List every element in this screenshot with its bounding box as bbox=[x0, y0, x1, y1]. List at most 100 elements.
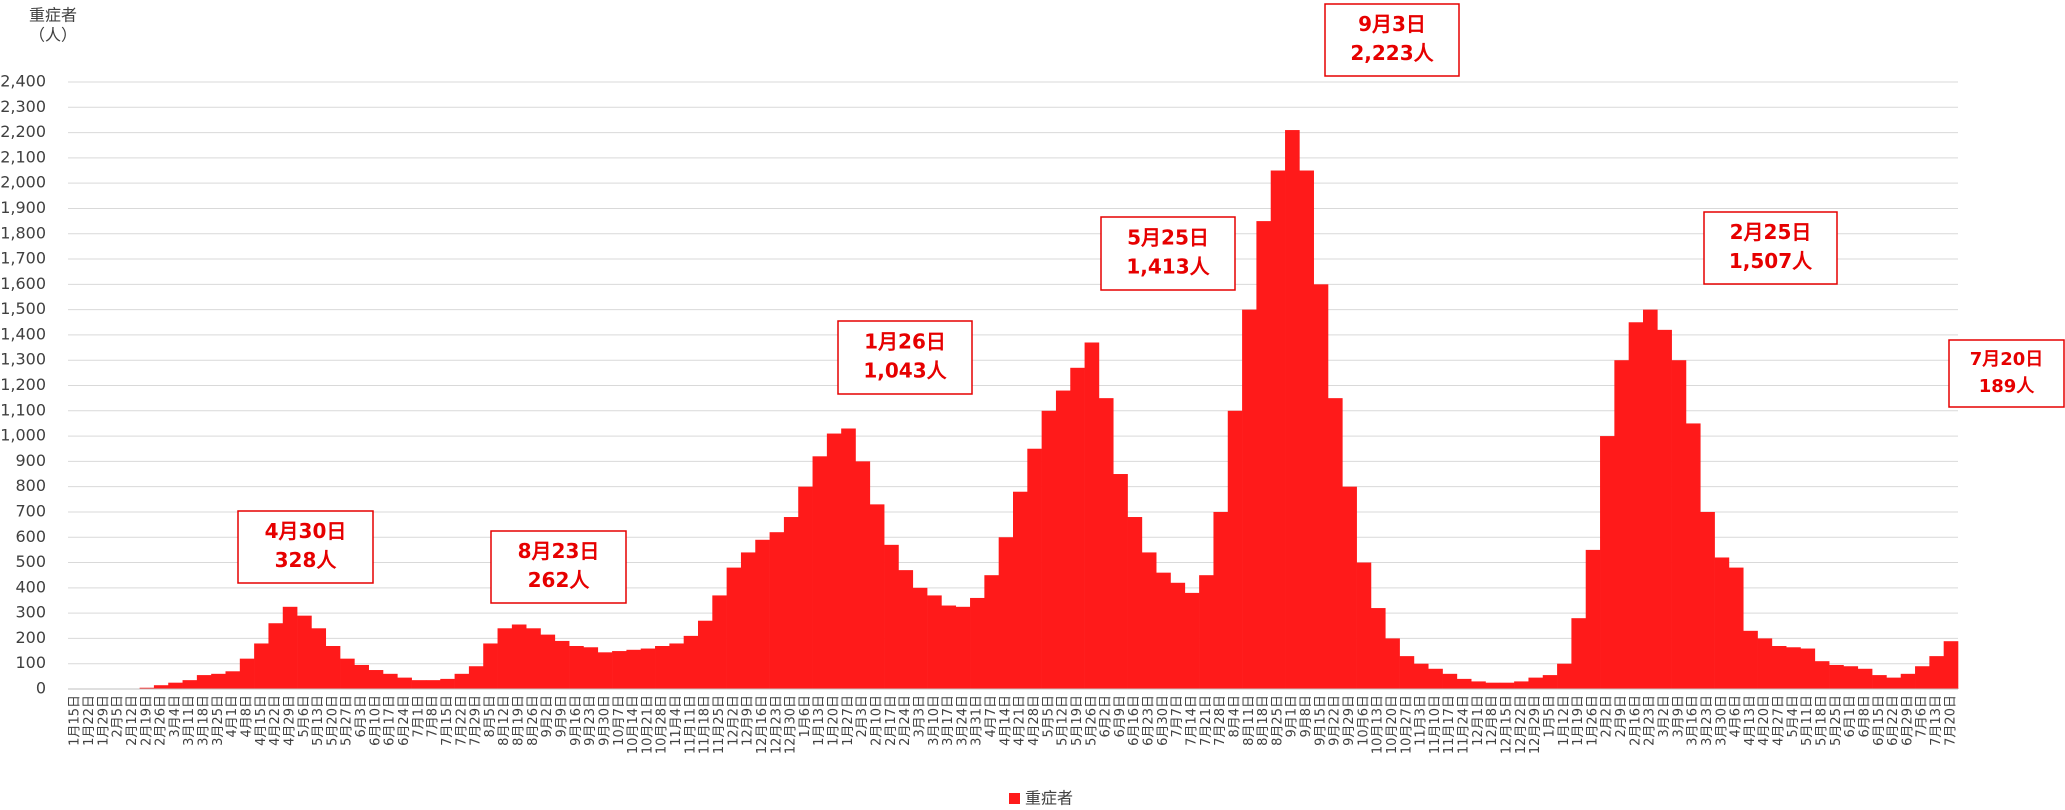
bar bbox=[1915, 666, 1930, 689]
x-tick-label: 11月24日 bbox=[1457, 695, 1472, 754]
bar bbox=[941, 605, 957, 689]
y-tick-label: 1,700 bbox=[0, 249, 46, 268]
x-tick-label: 2月10日 bbox=[869, 695, 884, 746]
y-tick-label: 0 bbox=[36, 679, 46, 698]
x-tick-label: 8月12日 bbox=[497, 695, 512, 746]
bar bbox=[196, 675, 212, 689]
x-tick-label: 5月27日 bbox=[340, 695, 355, 746]
x-tick-label: 1月19日 bbox=[1571, 695, 1586, 746]
bar bbox=[540, 634, 556, 689]
y-tick-label: 2,400 bbox=[0, 72, 46, 91]
bar bbox=[1156, 572, 1171, 689]
x-tick-label: 3月9日 bbox=[1671, 695, 1686, 738]
bar bbox=[397, 677, 412, 689]
bar bbox=[612, 651, 627, 689]
x-tick-label: 7月1日 bbox=[411, 695, 426, 738]
x-tick-label: 4月8日 bbox=[239, 695, 254, 738]
x-tick-label: 10月13日 bbox=[1371, 695, 1386, 754]
annotation-box bbox=[1948, 339, 2065, 408]
x-tick-label: 3月30日 bbox=[1714, 695, 1729, 746]
x-tick-label: 5月20日 bbox=[325, 695, 340, 746]
x-tick-label: 8月5日 bbox=[483, 695, 498, 738]
x-tick-label: 3月25日 bbox=[211, 695, 226, 746]
x-tick-label: 12月15日 bbox=[1499, 695, 1514, 754]
bar bbox=[1098, 398, 1114, 689]
x-tick-label: 12月16日 bbox=[755, 695, 770, 754]
bar bbox=[1714, 557, 1730, 689]
x-tick-label: 12月23日 bbox=[769, 695, 784, 754]
y-tick-label: 1,300 bbox=[0, 350, 46, 369]
annotation-text: 2月25日 bbox=[1730, 220, 1812, 244]
x-tick-label: 1月13日 bbox=[812, 695, 827, 746]
x-tick-label: 8月18日 bbox=[1256, 695, 1271, 746]
bar bbox=[383, 673, 398, 689]
bar bbox=[225, 671, 241, 689]
y-tick-label: 1,200 bbox=[0, 375, 46, 394]
x-tick-label: 1月15日 bbox=[68, 695, 83, 746]
annotation-text: 2,223人 bbox=[1350, 41, 1434, 65]
x-tick-label: 7月13日 bbox=[1929, 695, 1944, 746]
bar bbox=[1285, 130, 1300, 689]
bar bbox=[1342, 486, 1357, 689]
bar bbox=[1943, 641, 1959, 689]
bar bbox=[1614, 360, 1629, 689]
y-tick-label: 500 bbox=[15, 552, 46, 571]
bar bbox=[511, 624, 527, 689]
x-tick-label: 1月29日 bbox=[96, 695, 111, 746]
x-tick-label: 2月19日 bbox=[139, 695, 154, 746]
x-tick-label: 12月30日 bbox=[784, 695, 799, 754]
bar bbox=[1628, 322, 1644, 689]
x-tick-label: 2月24日 bbox=[898, 695, 913, 746]
x-tick-label: 5月19日 bbox=[1070, 695, 1085, 746]
bar bbox=[1170, 582, 1186, 689]
y-tick-label: 100 bbox=[15, 653, 46, 672]
x-tick-label: 10月7日 bbox=[612, 695, 627, 746]
x-tick-label: 1月12日 bbox=[1557, 695, 1572, 746]
y-tick-label: 2,100 bbox=[0, 147, 46, 166]
bar bbox=[869, 504, 885, 689]
x-tick-label: 3月2日 bbox=[1657, 695, 1672, 738]
annotation-text: 1,507人 bbox=[1729, 249, 1813, 273]
bar bbox=[1256, 221, 1272, 689]
annotation-box bbox=[837, 320, 973, 395]
bar bbox=[1929, 656, 1944, 689]
annotation-text: 1,413人 bbox=[1126, 255, 1210, 279]
annotation-text: 262人 bbox=[528, 568, 591, 592]
x-tick-label: 2月23日 bbox=[1643, 695, 1658, 746]
x-tick-label: 11月25日 bbox=[712, 695, 727, 754]
x-tick-label: 1月6日 bbox=[798, 695, 813, 738]
bar bbox=[268, 623, 284, 689]
annotation-box bbox=[1100, 216, 1236, 291]
bar bbox=[755, 539, 770, 689]
bar bbox=[1571, 618, 1587, 689]
x-tick-label: 7月28日 bbox=[1213, 695, 1228, 746]
x-tick-label: 8月25日 bbox=[1270, 695, 1285, 746]
x-tick-label: 1月20日 bbox=[827, 695, 842, 746]
x-tick-label: 4月20日 bbox=[1757, 695, 1772, 746]
bar bbox=[884, 544, 899, 689]
x-tick-label: 5月26日 bbox=[1084, 695, 1099, 746]
bar bbox=[1657, 329, 1672, 689]
x-tick-label: 4月15日 bbox=[254, 695, 269, 746]
annotation-text: 8月23日 bbox=[518, 539, 600, 563]
x-tick-label: 10月28日 bbox=[655, 695, 670, 754]
bar bbox=[1786, 647, 1801, 689]
x-tick-label: 11月3日 bbox=[1414, 695, 1429, 746]
x-tick-label: 7月14日 bbox=[1184, 695, 1199, 746]
x-tick-label: 3月23日 bbox=[1700, 695, 1715, 746]
bar bbox=[1857, 668, 1873, 689]
x-tick-label: 6月22日 bbox=[1886, 695, 1901, 746]
x-tick-label: 3月16日 bbox=[1686, 695, 1701, 746]
y-axis-label: 重症者 bbox=[29, 6, 77, 25]
bar bbox=[1843, 666, 1859, 689]
x-tick-label: 9月8日 bbox=[1299, 695, 1314, 738]
annotation-box bbox=[1324, 3, 1460, 77]
bar bbox=[798, 486, 813, 689]
x-tick-label: 5月18日 bbox=[1814, 695, 1829, 746]
x-tick-label: 6月16日 bbox=[1127, 695, 1142, 746]
legend-swatch bbox=[1009, 793, 1020, 804]
x-tick-label: 10月20日 bbox=[1385, 695, 1400, 754]
x-tick-label: 12月22日 bbox=[1514, 695, 1529, 754]
bar bbox=[855, 461, 871, 689]
